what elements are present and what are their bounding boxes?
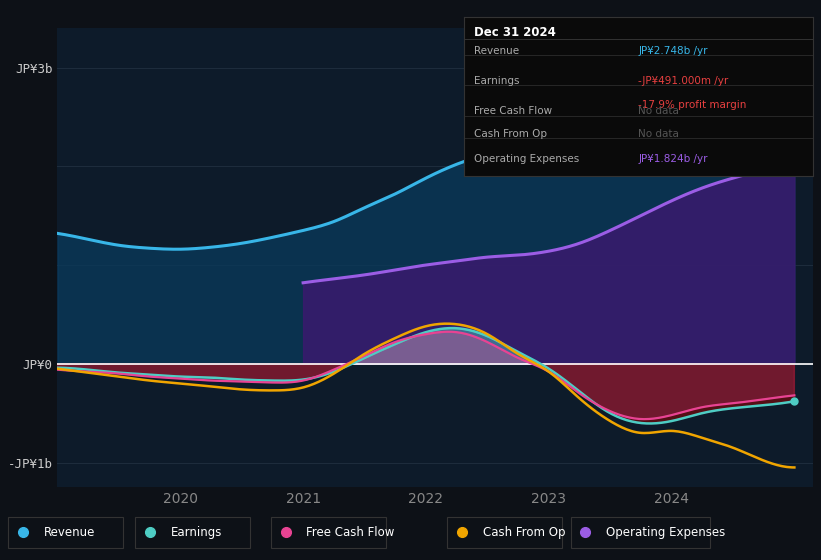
Text: Cash From Op: Cash From Op [483, 526, 565, 539]
Text: Operating Expenses: Operating Expenses [475, 154, 580, 164]
Text: -JP¥491.000m /yr: -JP¥491.000m /yr [639, 76, 728, 86]
Text: Free Cash Flow: Free Cash Flow [475, 106, 553, 116]
Text: Dec 31 2024: Dec 31 2024 [475, 26, 556, 39]
Text: Operating Expenses: Operating Expenses [606, 526, 725, 539]
Text: JP¥2.748b /yr: JP¥2.748b /yr [639, 45, 708, 55]
Text: No data: No data [639, 129, 679, 138]
Text: No data: No data [639, 106, 679, 116]
Text: Revenue: Revenue [44, 526, 95, 539]
Text: Earnings: Earnings [475, 76, 520, 86]
Text: Free Cash Flow: Free Cash Flow [306, 526, 395, 539]
Text: Revenue: Revenue [475, 45, 520, 55]
Text: Cash From Op: Cash From Op [475, 129, 548, 138]
Text: JP¥1.824b /yr: JP¥1.824b /yr [639, 154, 708, 164]
Text: -17.9% profit margin: -17.9% profit margin [639, 100, 747, 110]
Text: Earnings: Earnings [171, 526, 222, 539]
